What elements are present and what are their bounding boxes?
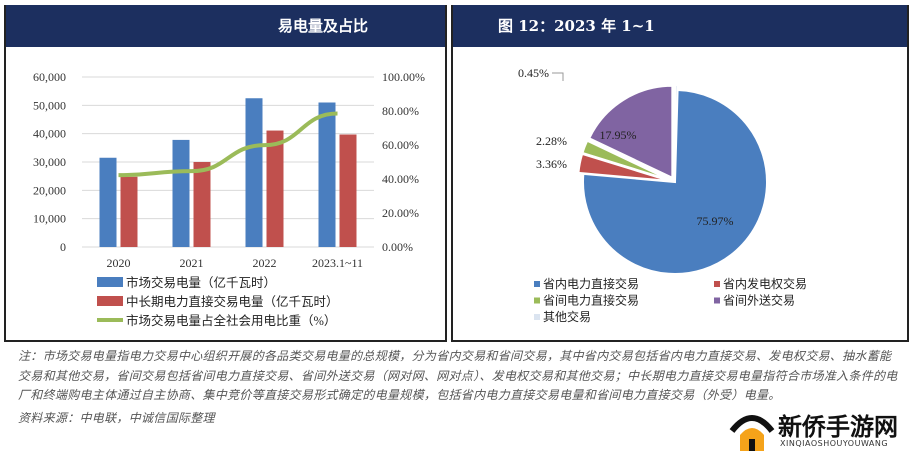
y-right-tick-label: 40.00% bbox=[382, 172, 419, 186]
bar-blue bbox=[100, 158, 117, 247]
y-right-tick-label: 60.00% bbox=[382, 138, 419, 152]
legend-label: 中长期电力直接交易电量（亿千瓦时） bbox=[126, 294, 339, 309]
bar-blue bbox=[246, 98, 263, 247]
pie-chart-title: 图 12：2023 年 1~1 bbox=[498, 5, 655, 47]
y-left-tick-label: 10,000 bbox=[33, 212, 66, 226]
legend-swatch bbox=[534, 314, 540, 320]
pie-data-label: 75.97% bbox=[697, 214, 734, 228]
watermark-logo: 新侨手游网 XINQIAOSHOUYOUWANG bbox=[728, 405, 908, 453]
legend-label: 市场交易电量（亿千瓦时） bbox=[126, 275, 276, 290]
note-text: 注：市场交易电量指电力交易中心组织开展的各品类交易电量的总规模，分为省内交易和省… bbox=[18, 347, 898, 406]
y-left-tick-label: 0 bbox=[60, 240, 66, 254]
pie-chart: 0.45% 75.97% 3.36% 2.28% 17.95% 省内电力直接交易 省内发电权… bbox=[453, 47, 907, 342]
legend-label: 市场交易电量占全社会用电比重（%） bbox=[126, 313, 336, 328]
y-right-tick-label: 80.00% bbox=[382, 104, 419, 118]
legend-swatch bbox=[534, 298, 540, 304]
watermark-name: 新侨手游网 bbox=[778, 407, 898, 442]
bar-red bbox=[194, 162, 211, 247]
legend-label: 省内电力直接交易 bbox=[543, 276, 639, 291]
pie-data-label: 0.45% bbox=[518, 66, 549, 80]
legend-swatch bbox=[97, 277, 123, 287]
legend-swatch bbox=[714, 298, 720, 304]
bar-red bbox=[121, 177, 138, 247]
legend-label: 省内发电权交易 bbox=[723, 276, 807, 291]
x-tick-label: 2021 bbox=[180, 256, 204, 270]
bar-blue bbox=[319, 103, 336, 248]
bar-chart-title: 易电量及占比 bbox=[278, 5, 368, 47]
legend-label: 省间电力直接交易 bbox=[543, 293, 639, 308]
legend-swatch bbox=[534, 281, 540, 287]
x-tick-label: 2020 bbox=[107, 256, 131, 270]
pie-chart-header: 图 12：2023 年 1~1 bbox=[453, 5, 907, 47]
y-left-tick-label: 20,000 bbox=[33, 183, 66, 197]
y-left-tick-label: 30,000 bbox=[33, 155, 66, 169]
y-right-tick-label: 0.00% bbox=[382, 240, 413, 254]
bar-red bbox=[340, 135, 357, 247]
bar-line-chart: 0 10,000 20,000 30,000 40,000 50,000 60,000 0.0… bbox=[6, 47, 445, 342]
x-tick-label: 2023.1~11 bbox=[312, 256, 363, 270]
pie-chart-panel: 图 12：2023 年 1~1 0.45% 75.97% 3.36% 2.28% 17.… bbox=[451, 5, 909, 342]
leader-line bbox=[552, 73, 563, 81]
pie-data-label: 2.28% bbox=[536, 134, 567, 148]
y-left-tick-label: 50,000 bbox=[33, 98, 66, 112]
x-tick-label: 2022 bbox=[253, 256, 277, 270]
pie-data-label: 3.36% bbox=[536, 157, 567, 171]
legend-swatch bbox=[97, 296, 123, 306]
line-series bbox=[119, 114, 338, 176]
pie-data-label: 17.95% bbox=[600, 128, 637, 142]
y-left-tick-label: 40,000 bbox=[33, 127, 66, 141]
legend-swatch bbox=[714, 281, 720, 287]
y-right-tick-label: 20.00% bbox=[382, 206, 419, 220]
legend-label: 其他交易 bbox=[543, 309, 591, 324]
y-left-tick-label: 60,000 bbox=[33, 70, 66, 84]
bar-blue bbox=[173, 140, 190, 247]
watermark-sub: XINQIAOSHOUYOUWANG bbox=[780, 439, 888, 448]
bar-chart-header: 易电量及占比 bbox=[6, 5, 445, 47]
legend-label: 省间外送交易 bbox=[723, 293, 795, 308]
bar-chart-panel: 易电量及占比 0 10,000 20,000 30,000 40,000 50,000 60… bbox=[4, 5, 447, 342]
house-logo-icon bbox=[728, 405, 776, 453]
y-right-tick-label: 100.00% bbox=[382, 70, 425, 84]
bar-red bbox=[267, 131, 284, 247]
